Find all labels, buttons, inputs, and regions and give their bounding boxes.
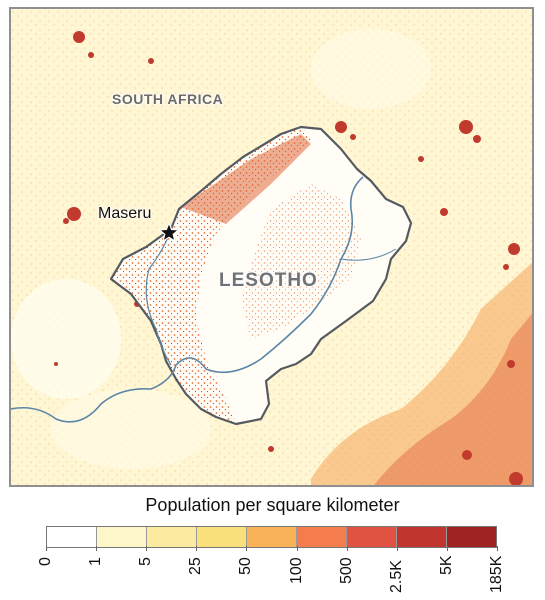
legend-swatch <box>296 527 346 547</box>
legend-swatch <box>246 527 296 547</box>
orange-river <box>11 176 364 423</box>
legend-swatch <box>96 527 146 547</box>
legend-break-label: 2.5K <box>388 560 405 593</box>
legend-break-label: 5 <box>137 557 154 566</box>
legend-tick <box>497 546 498 551</box>
population-map <box>11 9 532 485</box>
legend-tick <box>347 546 348 551</box>
legend-swatch <box>446 527 496 547</box>
legend-break-label: 5K <box>438 555 455 575</box>
legend-swatch <box>146 527 196 547</box>
map-frame: SOUTH AFRICA LESOTHO Maseru <box>9 7 534 487</box>
sparse-area <box>311 29 431 109</box>
legend-tick <box>297 546 298 551</box>
legend-break-label: 0 <box>37 557 54 566</box>
legend-tick <box>397 546 398 551</box>
legend-tick <box>196 546 197 551</box>
legend-tick <box>96 546 97 551</box>
legend-break-label: 500 <box>338 557 355 584</box>
lesotho-interior-valleys <box>241 184 361 339</box>
legend-swatch <box>47 527 96 547</box>
legend-break-label: 25 <box>187 557 204 575</box>
urban-clusters <box>54 31 523 485</box>
legend-swatch <box>346 527 396 547</box>
legend-swatch <box>196 527 246 547</box>
capital-label-maseru: Maseru <box>98 205 152 222</box>
lesotho-border <box>109 125 413 426</box>
dense-region-southeast-core <box>374 313 532 485</box>
legend-title: Population per square kilometer <box>145 495 400 515</box>
capital-star-icon <box>157 221 181 243</box>
legend-color-bar <box>46 526 497 548</box>
sparse-area <box>11 279 121 399</box>
country-label-lesotho: LESOTHO <box>219 270 318 291</box>
legend-break-label: 100 <box>288 557 305 584</box>
legend-tick <box>447 546 448 551</box>
river-tributary <box>340 248 397 261</box>
dense-region-southeast <box>311 262 532 485</box>
legend-tick <box>146 546 147 551</box>
legend-tick <box>46 546 47 551</box>
legend-tick <box>246 546 247 551</box>
legend-break-label: 1 <box>87 557 104 566</box>
sparse-area <box>51 389 211 469</box>
country-label-south-africa: SOUTH AFRICA <box>112 91 224 107</box>
lesotho-foothills-density <box>181 134 311 224</box>
legend-break-label: 50 <box>237 557 254 575</box>
legend-break-label: 185K <box>488 555 505 593</box>
legend-swatch <box>396 527 446 547</box>
legend: Population per square kilometer 0 1 5 25 50 1… <box>0 488 545 600</box>
caledon-river <box>145 230 172 366</box>
